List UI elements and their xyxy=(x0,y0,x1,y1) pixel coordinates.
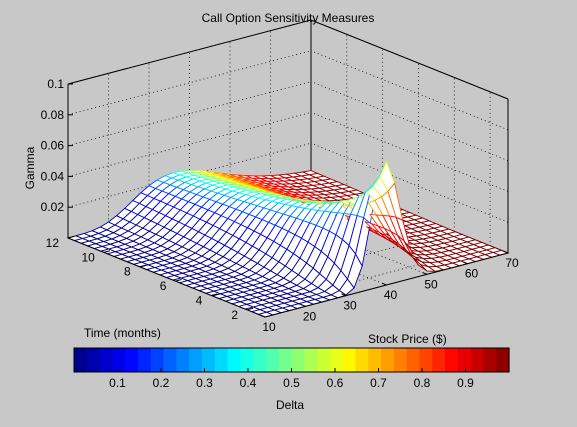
y-tick-label: 4 xyxy=(196,293,203,307)
z-axis-label: Gamma xyxy=(23,146,37,189)
colorbar-segment xyxy=(74,348,88,372)
colorbar-segment xyxy=(176,348,190,372)
colorbar-segment xyxy=(86,348,101,372)
x-tick-mark xyxy=(503,250,509,254)
colorbar-segment xyxy=(112,348,126,372)
colorbar-segment xyxy=(201,348,216,372)
x-tick-label: 10 xyxy=(262,320,276,334)
colorbar-tick-label: 0.5 xyxy=(283,376,300,390)
colorbar: 0.1 0.2 0.3 0.4 0.5 0.6 0.7 0.8 0.9 xyxy=(73,347,510,390)
axis-edge xyxy=(67,237,266,318)
colorbar-segment xyxy=(265,348,280,372)
x-tick-label: 60 xyxy=(465,267,479,281)
colorbar-segment xyxy=(317,348,331,372)
colorbar-segment xyxy=(253,348,267,372)
colorbar-tick-label: 0.3 xyxy=(196,376,213,390)
colorbar-segment xyxy=(278,348,293,372)
colorbar-segment xyxy=(150,348,165,372)
colorbar-segment xyxy=(304,348,318,372)
colorbar-segment xyxy=(393,348,408,372)
y-tick-mark xyxy=(139,264,146,268)
y-tick-label: 10 xyxy=(81,250,95,264)
z-grid-line xyxy=(310,112,509,192)
y-tick-mark xyxy=(211,293,218,296)
chart-title: Call Option Sensitivity Measures xyxy=(202,11,375,25)
y-tick-mark xyxy=(175,279,182,282)
colorbar-segment xyxy=(137,348,152,372)
y-axis-label: Time (months) xyxy=(84,326,161,340)
x-tick-mark xyxy=(300,304,306,307)
y-tick-label: 6 xyxy=(160,279,167,293)
x-tick-label: 40 xyxy=(384,288,398,302)
z-tick-label: 0.1 xyxy=(47,77,64,91)
colorbar-segment xyxy=(125,348,139,372)
colorbar-tick-label: 0.2 xyxy=(153,376,170,390)
x-tick-label: 20 xyxy=(303,309,317,323)
axis-ticks: 10 20 30 40 50 60 70 2 4 6 8 10 12 0.02 0.04 0.06 0.08 0.… xyxy=(41,77,519,334)
colorbar-tick-label: 0.1 xyxy=(109,376,126,390)
colorbar-tick-label: 0.6 xyxy=(327,376,344,390)
colorbar-segment xyxy=(329,348,344,372)
colorbar-segment xyxy=(419,348,433,372)
x-tick-label: 70 xyxy=(505,256,519,270)
colorbar-segment xyxy=(227,348,241,372)
colorbar-segment xyxy=(189,348,203,372)
y-tick-label: 2 xyxy=(231,308,238,322)
colorbar-segment xyxy=(291,348,305,372)
colorbar-segment xyxy=(445,348,459,372)
x-tick-mark xyxy=(462,261,468,265)
z-grid-line xyxy=(310,81,509,161)
colorbar-tick-label: 0.7 xyxy=(370,376,387,390)
x-tick-label: 50 xyxy=(424,277,438,291)
y-tick-mark xyxy=(67,235,75,239)
z-grid-line xyxy=(310,142,509,223)
x-tick-mark xyxy=(381,282,387,286)
z-tick-label: 0.02 xyxy=(41,200,65,214)
x-tick-mark xyxy=(422,272,428,275)
colorbar-segment xyxy=(240,348,254,372)
colorbar-segment xyxy=(483,348,497,372)
z-tick-label: 0.06 xyxy=(41,139,65,153)
x-tick-mark xyxy=(260,314,266,318)
y-tick-mark xyxy=(246,307,254,311)
z-tick-label: 0.08 xyxy=(41,108,65,122)
z-grid-line xyxy=(310,50,509,131)
colorbar-segment xyxy=(355,348,369,372)
x-tick-mark xyxy=(341,293,347,297)
colorbar-segment xyxy=(406,348,421,372)
colorbar-tick-label: 0.8 xyxy=(414,376,431,390)
y-tick-label: 8 xyxy=(124,265,131,279)
colorbar-segment xyxy=(432,348,446,372)
colorbar-segment xyxy=(470,348,485,372)
colorbar-label: Delta xyxy=(276,398,304,412)
axis-edge xyxy=(310,19,509,100)
colorbar-segment xyxy=(368,348,382,372)
y-tick-label: 12 xyxy=(46,236,60,250)
x-axis-label: Stock Price ($) xyxy=(368,332,447,346)
axis-edge xyxy=(67,19,312,85)
y-tick-mark xyxy=(103,250,111,253)
colorbar-segment xyxy=(163,348,177,372)
gamma-surface xyxy=(66,160,510,318)
colorbar-segment xyxy=(99,348,113,372)
colorbar-tick-label: 0.4 xyxy=(240,376,257,390)
colorbar-segment xyxy=(342,348,357,372)
colorbar-segment xyxy=(381,348,395,372)
colorbar-segment xyxy=(496,348,510,372)
colorbar-segment xyxy=(457,348,472,372)
colorbar-tick-label: 0.9 xyxy=(457,376,474,390)
x-tick-label: 30 xyxy=(343,299,357,313)
colorbar-segment xyxy=(214,348,229,372)
z-tick-label: 0.04 xyxy=(41,169,65,183)
